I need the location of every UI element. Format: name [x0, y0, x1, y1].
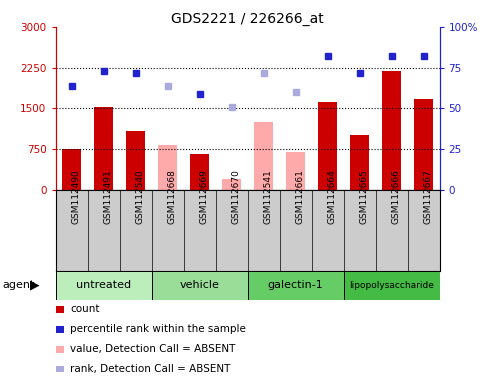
- Bar: [190, 154, 209, 190]
- Bar: [382, 71, 401, 190]
- Text: GSM112670: GSM112670: [231, 169, 241, 224]
- Text: percentile rank within the sample: percentile rank within the sample: [70, 324, 246, 334]
- Bar: [343, 271, 440, 300]
- Text: count: count: [70, 304, 99, 314]
- Bar: [94, 107, 113, 190]
- Text: rank, Detection Call = ABSENT: rank, Detection Call = ABSENT: [70, 364, 230, 374]
- Text: GSM112665: GSM112665: [359, 169, 369, 224]
- Bar: [350, 135, 369, 190]
- Text: agent: agent: [2, 280, 35, 290]
- Text: untreated: untreated: [76, 280, 131, 290]
- Text: value, Detection Call = ABSENT: value, Detection Call = ABSENT: [70, 344, 235, 354]
- Text: galectin-1: galectin-1: [268, 280, 324, 290]
- Bar: [158, 146, 177, 190]
- Bar: [62, 149, 81, 190]
- Text: GSM112667: GSM112667: [424, 169, 433, 224]
- Bar: [126, 131, 145, 190]
- Bar: [254, 121, 273, 190]
- Text: GSM112540: GSM112540: [136, 169, 144, 224]
- Text: GSM112669: GSM112669: [199, 169, 209, 224]
- Text: GSM112668: GSM112668: [168, 169, 177, 224]
- Title: GDS2221 / 226266_at: GDS2221 / 226266_at: [171, 12, 324, 26]
- Text: GSM112541: GSM112541: [264, 169, 272, 224]
- Bar: [152, 271, 248, 300]
- Text: GSM112661: GSM112661: [296, 169, 305, 224]
- Text: vehicle: vehicle: [180, 280, 219, 290]
- Bar: [56, 271, 152, 300]
- Bar: [248, 271, 343, 300]
- Bar: [414, 99, 433, 190]
- Text: GSM112491: GSM112491: [103, 169, 113, 224]
- Text: GSM112490: GSM112490: [71, 169, 81, 224]
- Text: ▶: ▶: [30, 279, 40, 291]
- Bar: [318, 102, 337, 190]
- Bar: [286, 152, 305, 190]
- Text: GSM112666: GSM112666: [392, 169, 400, 224]
- Bar: [222, 179, 241, 190]
- Text: lipopolysaccharide: lipopolysaccharide: [349, 281, 434, 290]
- Text: GSM112664: GSM112664: [327, 169, 337, 224]
